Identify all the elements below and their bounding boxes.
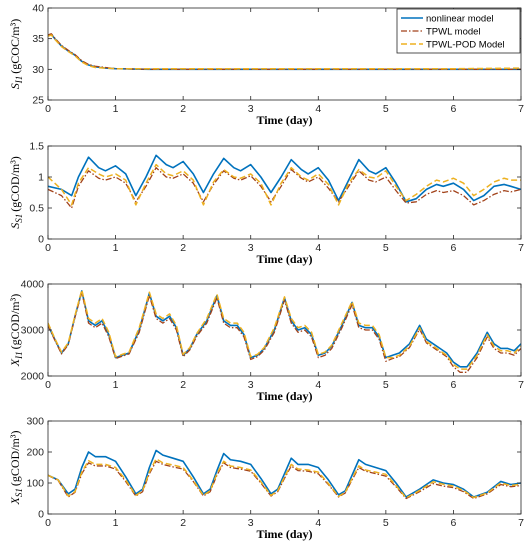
- y-axis-subscript: I1: [14, 76, 24, 85]
- x-tick-label: 3: [248, 242, 254, 254]
- series-line-tpwl-model: [48, 33, 521, 70]
- x-tick-label: 5: [383, 517, 389, 529]
- y-axis-symbol: S: [8, 83, 22, 89]
- y-axis-symbol: S: [8, 223, 22, 229]
- series-line-nonlinear-model: [48, 154, 521, 203]
- y-axis-title: XI1(gCOD/m³): [8, 294, 24, 367]
- x-tick-label: 0: [45, 242, 51, 254]
- x-tick-label: 3: [248, 379, 254, 391]
- x-tick-label: 3: [248, 517, 254, 529]
- series-line-tpwl-pod-model: [48, 34, 521, 70]
- x-tick-label: 7: [518, 242, 524, 254]
- y-tick-label: 1: [38, 172, 44, 184]
- x-tick-label: 1: [113, 517, 119, 529]
- legend-label: TPWL model: [426, 27, 481, 38]
- x-tick-label: 4: [315, 379, 321, 391]
- chart-panel-3: 0 1 2 3 4 5 6 7 2000 3000 4000 Time (day) XI1(gCOD/m…: [8, 279, 524, 404]
- y-tick-label: 35: [32, 33, 44, 45]
- x-axis-title: Time (day): [256, 527, 312, 541]
- x-tick-label: 6: [451, 242, 457, 254]
- x-tick-label: 0: [45, 517, 51, 529]
- y-axis-symbol: X: [8, 358, 22, 367]
- y-axis-unit: (gCOD/m³): [8, 294, 22, 350]
- y-tick-label: 0: [38, 234, 44, 246]
- x-axis-title: Time (day): [256, 389, 312, 403]
- x-tick-label: 2: [180, 379, 186, 391]
- x-axis-title: Time (day): [256, 113, 312, 127]
- y-tick-label: 3000: [21, 325, 45, 337]
- series-line-tpwl-pod-model: [48, 289, 521, 370]
- x-tick-label: 1: [113, 242, 119, 254]
- y-axis-title: SS1 (gCOD/m³): [8, 156, 24, 229]
- x-tick-label: 2: [180, 103, 186, 115]
- chart-panel-2: 0 1 2 3 4 5 6 7 0 0.5 1 1.5 Time (day) SS1 (gCOD/m³): [8, 141, 524, 267]
- x-tick-label: 4: [315, 517, 321, 529]
- y-axis-subscript: S1: [14, 214, 24, 223]
- series-line-tpwl-model: [48, 291, 521, 373]
- x-tick-label: 6: [451, 517, 457, 529]
- plot-area: [48, 421, 521, 514]
- y-tick-label: 0: [38, 509, 44, 521]
- y-tick-label: 1.5: [29, 141, 44, 153]
- series-line-nonlinear-model: [48, 449, 521, 498]
- x-axis-title: Time (day): [256, 252, 312, 266]
- x-tick-label: 0: [45, 379, 51, 391]
- x-tick-label: 4: [315, 242, 321, 254]
- x-tick-label: 2: [180, 517, 186, 529]
- series-line-tpwl-model: [48, 167, 521, 209]
- x-tick-label: 2: [180, 242, 186, 254]
- x-tick-label: 0: [45, 103, 51, 115]
- axes-frame: [47, 420, 522, 515]
- y-axis-unit: (gCOD/m³): [8, 156, 22, 212]
- x-tick-label: 7: [518, 379, 524, 391]
- x-tick-label: 5: [383, 379, 389, 391]
- y-tick-label: 300: [26, 416, 44, 428]
- y-axis-subscript: S1: [14, 488, 24, 497]
- legend-label: TPWL-POD Model: [426, 40, 505, 51]
- y-tick-label: 40: [32, 3, 44, 15]
- y-axis-symbol: X: [8, 496, 22, 505]
- series-line-tpwl-pod-model: [48, 163, 521, 206]
- y-tick-label: 200: [26, 447, 44, 459]
- x-tick-label: 7: [518, 517, 524, 529]
- x-tick-label: 1: [113, 103, 119, 115]
- x-tick-label: 5: [383, 103, 389, 115]
- y-axis-title: SI1 (gCOC/m³): [8, 19, 24, 89]
- y-tick-label: 100: [26, 478, 44, 490]
- axes-frame: [47, 7, 522, 101]
- x-tick-label: 4: [315, 103, 321, 115]
- x-tick-label: 1: [113, 379, 119, 391]
- x-tick-label: 6: [451, 379, 457, 391]
- y-axis-unit: (gCOD/m³): [8, 431, 22, 487]
- y-axis-subscript: I1: [14, 351, 24, 360]
- y-tick-label: 25: [32, 95, 44, 107]
- y-tick-label: 0.5: [29, 203, 44, 215]
- plot-area: [48, 146, 521, 239]
- x-tick-label: 3: [248, 103, 254, 115]
- x-tick-label: 7: [518, 103, 524, 115]
- y-axis-title: XS1(gCOD/m³): [8, 431, 24, 506]
- series-line-tpwl-pod-model: [48, 458, 521, 499]
- x-tick-label: 6: [451, 103, 457, 115]
- y-tick-label: 4000: [21, 279, 45, 291]
- legend-label: nonlinear model: [426, 14, 494, 25]
- y-tick-label: 2000: [21, 371, 45, 383]
- axes-frame: [47, 145, 522, 240]
- legend: nonlinear model TPWL model TPWL-POD Model: [396, 8, 521, 54]
- x-tick-label: 5: [383, 242, 389, 254]
- chart-panel-4: 0 1 2 3 4 5 6 7 0 100 200 300 Time (day) XS1(gCOD/m³): [8, 416, 524, 542]
- y-tick-label: 30: [32, 64, 44, 76]
- y-axis-unit: (gCOC/m³): [8, 19, 22, 74]
